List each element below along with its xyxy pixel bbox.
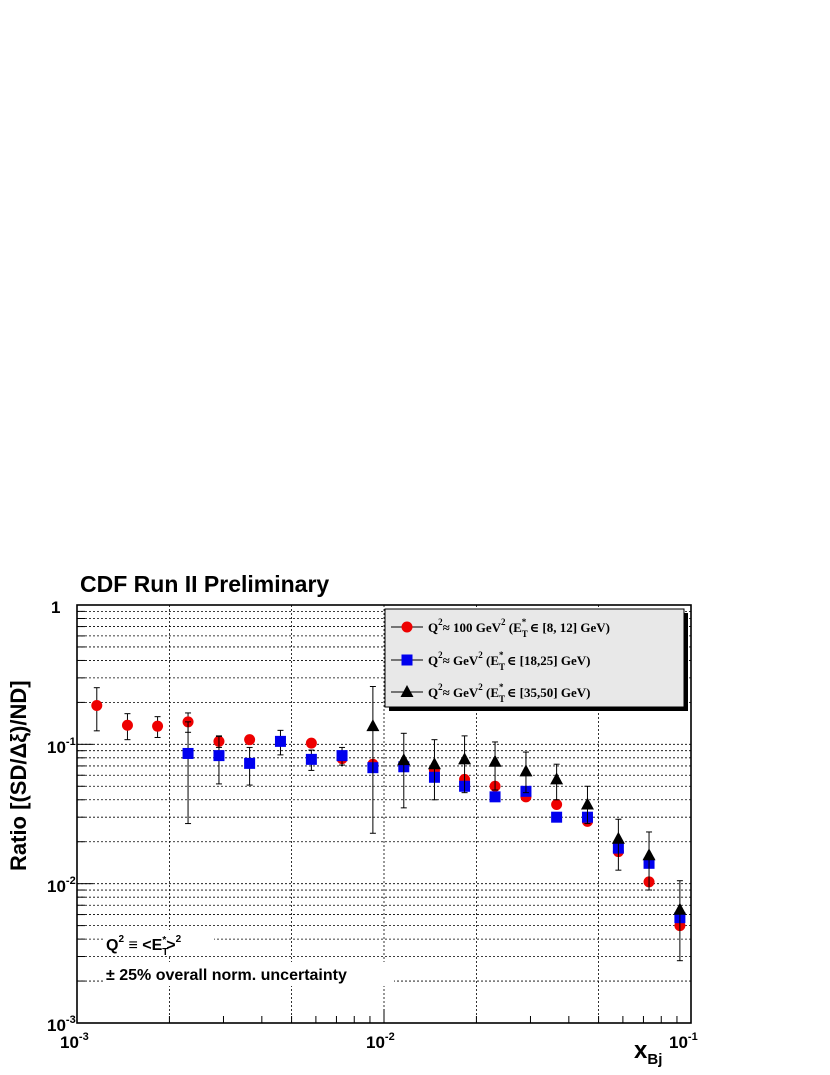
data-point-square bbox=[489, 791, 501, 803]
q2-definition-annotation: Q2 ≡ <ET*>2 bbox=[106, 934, 182, 958]
data-point-triangle bbox=[397, 753, 411, 766]
data-point-circle bbox=[152, 720, 164, 732]
y-tick-label-1: 1 bbox=[51, 598, 60, 617]
data-point-triangle bbox=[519, 764, 533, 777]
legend-marker-triangle bbox=[400, 685, 414, 697]
data-point-circle bbox=[91, 699, 103, 711]
data-point-triangle bbox=[366, 719, 380, 732]
y-axis-label: Ratio [(SD/Δξ)/ND] bbox=[6, 680, 31, 871]
chart-title: CDF Run II Preliminary bbox=[80, 571, 329, 597]
data-point-triangle bbox=[580, 797, 594, 810]
data-point-triangle bbox=[642, 848, 656, 861]
legend-marker-square bbox=[401, 654, 413, 666]
y-tick-label-1e-2: 10-2 bbox=[47, 875, 76, 896]
y-tick-labels: 10-3 10-2 10-1 1 bbox=[47, 598, 76, 1035]
data-point-circle bbox=[244, 734, 256, 746]
legend-marker-circle bbox=[401, 621, 413, 633]
x-tick-labels: 10-3 10-2 10-1 bbox=[60, 1031, 698, 1052]
data-point-square bbox=[336, 750, 348, 762]
data-points bbox=[91, 686, 687, 962]
series-circle bbox=[91, 687, 686, 932]
x-tick-label-1e-2: 10-2 bbox=[366, 1031, 395, 1052]
data-point-triangle bbox=[550, 772, 564, 785]
data-point-square bbox=[305, 753, 317, 765]
annotation-bg-1 bbox=[104, 930, 214, 956]
data-point-square bbox=[551, 811, 563, 823]
data-point-square bbox=[182, 747, 194, 759]
data-point-circle bbox=[305, 737, 317, 749]
data-point-square bbox=[274, 735, 286, 747]
x-tick-label-1e-3: 10-3 bbox=[60, 1031, 89, 1052]
legend-entry-2: Q2≈ GeV2 (ET* ∈ [18,25] GeV) bbox=[428, 650, 590, 672]
data-point-triangle bbox=[488, 754, 502, 767]
axis-ticks bbox=[76, 610, 678, 1024]
data-point-triangle bbox=[611, 831, 625, 844]
data-point-triangle bbox=[427, 757, 441, 770]
x-axis-label: xBj bbox=[634, 1037, 662, 1068]
legend-box bbox=[384, 608, 685, 708]
y-tick-label-1e-1: 10-1 bbox=[47, 736, 76, 757]
annotation-bg-2 bbox=[104, 962, 394, 986]
data-point-circle bbox=[551, 798, 563, 810]
legend: Q2≈ 100 GeV2 (ET* ∈ [8, 12] GeV) Q2≈ GeV… bbox=[384, 608, 688, 711]
data-point-triangle bbox=[673, 902, 687, 915]
uncertainty-annotation: ± 25% overall norm. uncertainty bbox=[106, 967, 347, 984]
legend-entry-1: Q2≈ 100 GeV2 (ET* ∈ [8, 12] GeV) bbox=[428, 617, 610, 639]
data-point-triangle bbox=[458, 752, 472, 765]
legend-entry-3: Q2≈ GeV2 (ET* ∈ [35,50] GeV) bbox=[428, 682, 590, 704]
data-point-square bbox=[213, 750, 225, 762]
data-point-circle bbox=[121, 719, 133, 731]
series-triangle bbox=[366, 686, 687, 962]
x-tick-label-1e-1: 10-1 bbox=[669, 1031, 698, 1052]
data-point-square bbox=[244, 757, 256, 769]
y-tick-label-1e-3: 10-3 bbox=[47, 1014, 76, 1035]
